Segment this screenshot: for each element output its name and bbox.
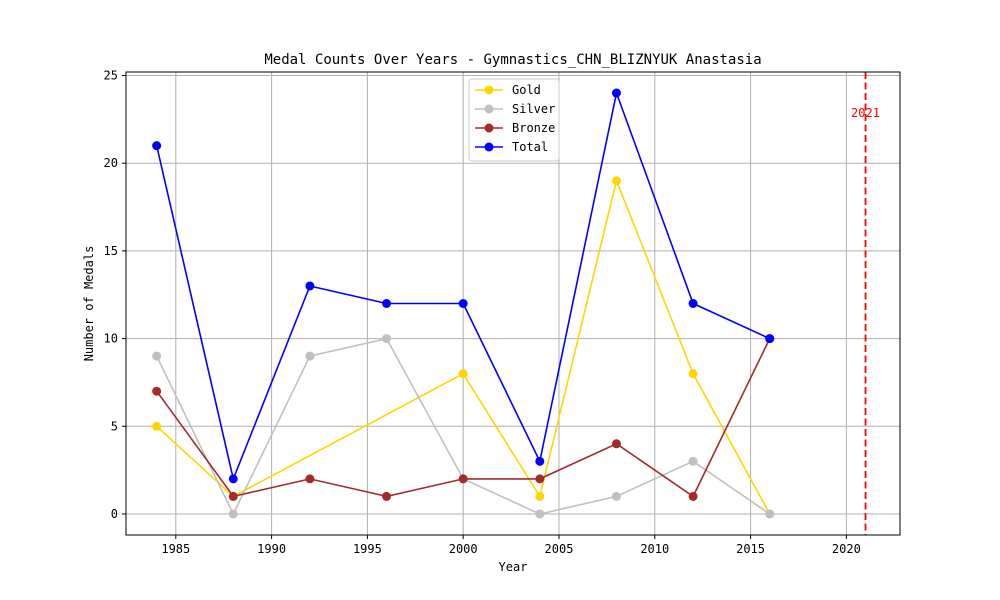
data-point-total bbox=[152, 141, 162, 151]
legend-item-gold: Gold bbox=[475, 83, 541, 97]
data-point-total bbox=[382, 299, 392, 308]
data-point-gold bbox=[535, 491, 545, 501]
legend-label: Bronze bbox=[512, 121, 555, 135]
x-tick-label: 1985 bbox=[161, 542, 190, 556]
legend-box bbox=[468, 78, 560, 162]
x-tick-label: 2020 bbox=[832, 542, 861, 556]
data-point-total bbox=[611, 88, 621, 98]
data-point-total bbox=[305, 281, 315, 291]
data-point-bronze bbox=[305, 474, 315, 484]
data-point-total bbox=[228, 474, 238, 484]
legend-marker bbox=[484, 104, 494, 114]
x-axis-ticks: 1985 1990 1995 2000 2005 2010 2015 2020 bbox=[161, 535, 861, 556]
data-point-total bbox=[688, 299, 698, 308]
legend: Gold Silver Bronze Total bbox=[468, 78, 560, 162]
legend-marker bbox=[484, 85, 494, 95]
y-tick-label: 15 bbox=[104, 244, 118, 258]
x-tick-label: 2010 bbox=[640, 542, 669, 556]
x-tick-label: 2015 bbox=[736, 542, 765, 556]
y-tick-label: 5 bbox=[111, 419, 118, 433]
legend-marker bbox=[484, 142, 494, 152]
legend-label: Silver bbox=[512, 102, 555, 116]
series-layer bbox=[152, 88, 775, 519]
data-point-silver bbox=[535, 509, 545, 519]
y-tick-label: 0 bbox=[111, 507, 118, 521]
data-point-bronze bbox=[382, 491, 392, 501]
x-axis-title: Year bbox=[499, 560, 528, 574]
plot-area-frame bbox=[125, 71, 901, 536]
series-total bbox=[152, 88, 775, 484]
data-point-silver bbox=[228, 509, 238, 519]
legend-marker bbox=[484, 123, 494, 133]
data-point-bronze bbox=[228, 491, 238, 501]
y-tick-label: 20 bbox=[104, 156, 118, 170]
legend-label: Total bbox=[512, 140, 548, 154]
data-point-silver bbox=[305, 351, 315, 361]
legend-item-bronze: Bronze bbox=[475, 121, 555, 135]
annotation-layer: 2021 bbox=[851, 72, 880, 535]
data-point-silver bbox=[688, 456, 698, 466]
data-point-bronze bbox=[458, 474, 468, 484]
data-point-gold bbox=[688, 369, 698, 379]
y-tick-label: 10 bbox=[104, 332, 118, 346]
x-tick-label: 2005 bbox=[545, 542, 574, 556]
data-point-gold bbox=[611, 176, 621, 186]
x-tick-label: 1995 bbox=[353, 542, 382, 556]
data-point-total bbox=[765, 334, 775, 344]
data-point-bronze bbox=[688, 491, 698, 501]
data-point-total bbox=[535, 456, 545, 466]
data-point-silver bbox=[611, 491, 621, 501]
legend-item-total: Total bbox=[475, 140, 548, 154]
legend-item-silver: Silver bbox=[475, 102, 555, 116]
data-point-silver bbox=[382, 334, 392, 344]
data-point-gold bbox=[152, 421, 162, 431]
legend-label: Gold bbox=[512, 83, 541, 97]
y-axis-ticks: 0 5 10 15 20 25 bbox=[104, 69, 126, 521]
data-point-bronze bbox=[611, 439, 621, 449]
data-point-bronze bbox=[152, 386, 162, 396]
data-point-silver bbox=[765, 509, 775, 519]
x-tick-label: 1990 bbox=[257, 542, 286, 556]
x-tick-label: 2000 bbox=[449, 542, 478, 556]
data-point-gold bbox=[458, 369, 468, 379]
data-point-silver bbox=[152, 351, 162, 361]
y-axis-title: Number of Medals bbox=[82, 246, 96, 362]
chart-title: Medal Counts Over Years - Gymnastics_CHN… bbox=[264, 52, 761, 68]
reference-vline-label: 2021 bbox=[851, 106, 880, 120]
data-point-total bbox=[458, 299, 468, 308]
data-point-bronze bbox=[535, 474, 545, 484]
y-tick-label: 25 bbox=[104, 69, 118, 83]
